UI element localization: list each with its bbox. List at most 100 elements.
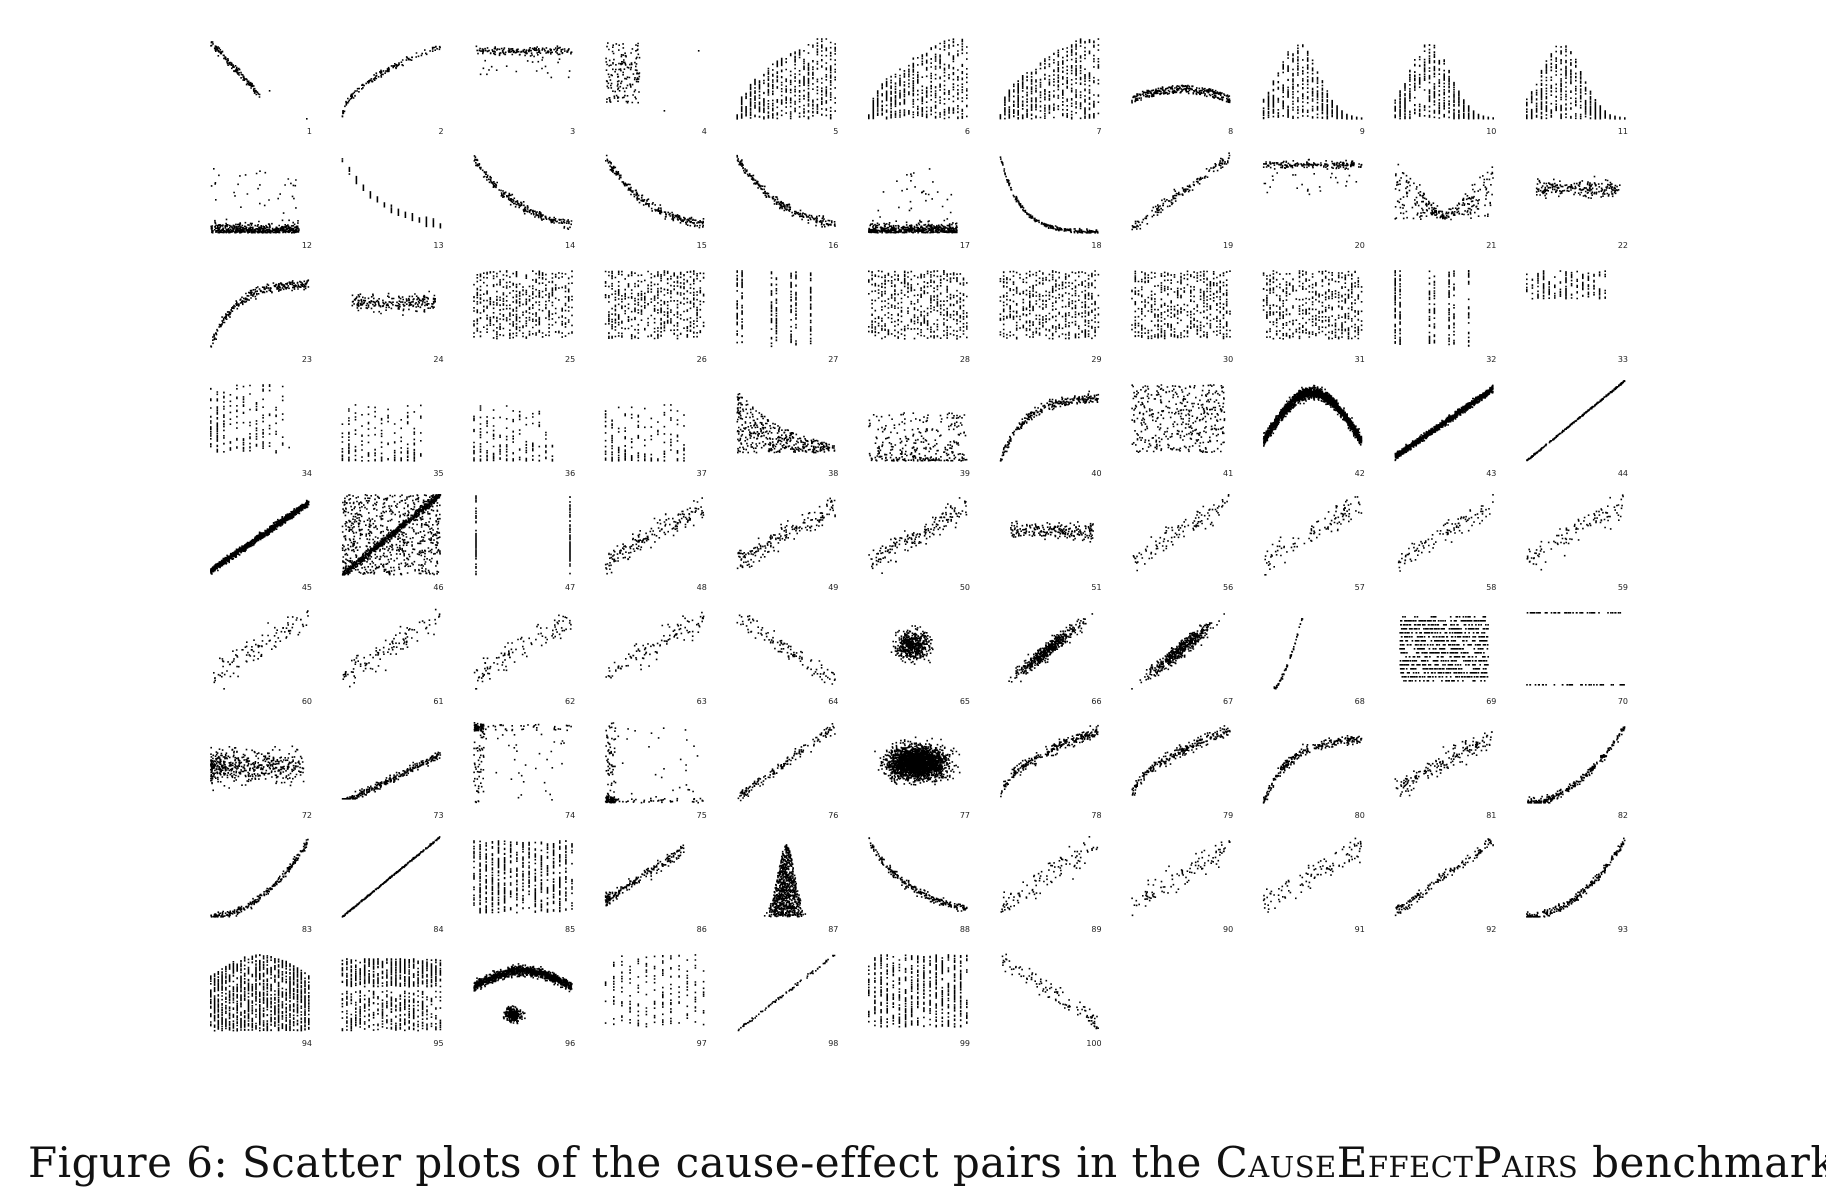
scatter-panel-36: 36 — [473, 405, 575, 478]
scatter-points-87 — [763, 844, 807, 918]
scatter-panel-2: 2 — [341, 45, 444, 136]
scatter-panel-25: 25 — [473, 270, 575, 364]
scatter-points-31 — [1262, 270, 1363, 340]
panel-label-80: 80 — [1355, 811, 1365, 820]
panel-label-46: 46 — [433, 583, 443, 592]
scatter-points-91 — [1262, 837, 1362, 913]
panel-label-62: 62 — [565, 697, 575, 706]
scatter-points-3 — [475, 45, 573, 79]
scatter-panel-8: 8 — [1131, 84, 1233, 136]
panel-label-68: 68 — [1355, 697, 1365, 706]
panel-label-10: 10 — [1486, 127, 1496, 136]
panel-label-47: 47 — [565, 583, 575, 592]
scatter-points-73 — [341, 751, 442, 800]
panel-label-75: 75 — [697, 811, 707, 820]
scatter-points-42 — [1262, 384, 1363, 447]
panel-label-95: 95 — [433, 1039, 443, 1048]
scatter-points-62 — [473, 614, 572, 690]
scatter-points-33 — [1526, 270, 1606, 300]
scatter-points-95 — [341, 958, 442, 1032]
scatter-panel-23: 23 — [210, 279, 312, 364]
scatter-panel-39: 39 — [868, 412, 970, 478]
scatter-panel-7: 7 — [999, 38, 1102, 136]
panel-label-39: 39 — [960, 469, 970, 478]
scatter-points-78 — [1000, 724, 1099, 798]
scatter-panel-9: 9 — [1262, 44, 1365, 136]
scatter-panel-84: 84 — [341, 836, 444, 934]
panel-label-85: 85 — [565, 925, 575, 934]
scatter-points-56 — [1132, 494, 1230, 572]
scatter-points-58 — [1397, 494, 1494, 572]
scatter-panel-22: 22 — [1535, 175, 1628, 250]
panel-label-4: 4 — [702, 127, 707, 136]
scatter-panel-64: 64 — [736, 614, 838, 706]
scatter-panel-48: 48 — [604, 497, 707, 592]
scatter-panel-14: 14 — [473, 155, 575, 250]
scatter-panel-33: 33 — [1526, 270, 1628, 364]
scatter-points-23 — [210, 279, 310, 348]
panel-label-79: 79 — [1223, 811, 1233, 820]
panel-label-25: 25 — [565, 355, 575, 364]
scatter-points-51 — [1010, 520, 1094, 543]
panel-label-43: 43 — [1486, 469, 1496, 478]
panel-label-45: 45 — [302, 583, 312, 592]
caption-suffix: benchmark — [1592, 1138, 1826, 1187]
scatter-panel-49: 49 — [736, 497, 838, 592]
scatter-panel-80: 80 — [1262, 735, 1365, 820]
panel-label-97: 97 — [697, 1039, 707, 1048]
scatter-points-63 — [605, 611, 705, 679]
scatter-points-13 — [341, 158, 442, 229]
scatter-panel-91: 91 — [1262, 837, 1365, 934]
panel-label-96: 96 — [565, 1039, 575, 1048]
scatter-panel-6: 6 — [868, 38, 970, 136]
scatter-points-50 — [868, 497, 968, 574]
scatter-panel-88: 88 — [868, 837, 970, 934]
scatter-panel-34: 34 — [210, 384, 312, 478]
panel-label-19: 19 — [1223, 241, 1233, 250]
scatter-points-97 — [604, 954, 705, 1028]
scatter-panel-26: 26 — [604, 270, 707, 364]
scatter-panel-67: 67 — [1131, 613, 1233, 706]
panel-label-35: 35 — [433, 469, 443, 478]
panel-label-1: 1 — [307, 127, 312, 136]
panel-label-60: 60 — [302, 697, 312, 706]
panel-label-59: 59 — [1618, 583, 1628, 592]
scatter-panel-1: 1 — [210, 41, 312, 136]
scatter-points-72 — [210, 745, 305, 792]
scatter-points-61 — [342, 608, 441, 688]
panel-label-64: 64 — [828, 697, 838, 706]
scatter-points-24 — [351, 290, 436, 316]
scatter-panel-24: 24 — [351, 290, 444, 364]
panel-label-89: 89 — [1091, 925, 1101, 934]
panel-label-51: 51 — [1091, 583, 1101, 592]
scatter-points-67 — [1131, 613, 1225, 690]
scatter-points-4 — [605, 42, 700, 112]
scatter-points-30 — [1131, 270, 1231, 340]
scatter-panel-29: 29 — [999, 270, 1102, 364]
scatter-panel-31: 31 — [1262, 270, 1365, 364]
panel-label-94: 94 — [302, 1039, 312, 1048]
scatter-points-35 — [341, 404, 422, 462]
scatter-points-10 — [1394, 44, 1494, 120]
panel-label-82: 82 — [1618, 811, 1628, 820]
panel-label-44: 44 — [1618, 469, 1628, 478]
panel-label-42: 42 — [1355, 469, 1365, 478]
scatter-panel-79: 79 — [1131, 725, 1233, 820]
scatter-panel-68: 68 — [1273, 618, 1365, 706]
scatter-points-22 — [1535, 175, 1621, 199]
scatter-panel-44: 44 — [1526, 380, 1628, 478]
scatter-panel-92: 92 — [1394, 838, 1496, 934]
scatter-panel-98: 98 — [737, 954, 838, 1048]
scatter-panel-97: 97 — [604, 954, 707, 1048]
scatter-points-2 — [341, 45, 441, 118]
scatter-points-12 — [210, 168, 300, 234]
panel-label-6: 6 — [965, 127, 970, 136]
panel-label-38: 38 — [828, 469, 838, 478]
panel-label-30: 30 — [1223, 355, 1233, 364]
scatter-panel-59: 59 — [1526, 494, 1628, 592]
scatter-points-59 — [1526, 494, 1624, 571]
scatter-points-79 — [1131, 725, 1231, 796]
scatter-panel-32: 32 — [1394, 270, 1496, 364]
panel-label-69: 69 — [1486, 697, 1496, 706]
